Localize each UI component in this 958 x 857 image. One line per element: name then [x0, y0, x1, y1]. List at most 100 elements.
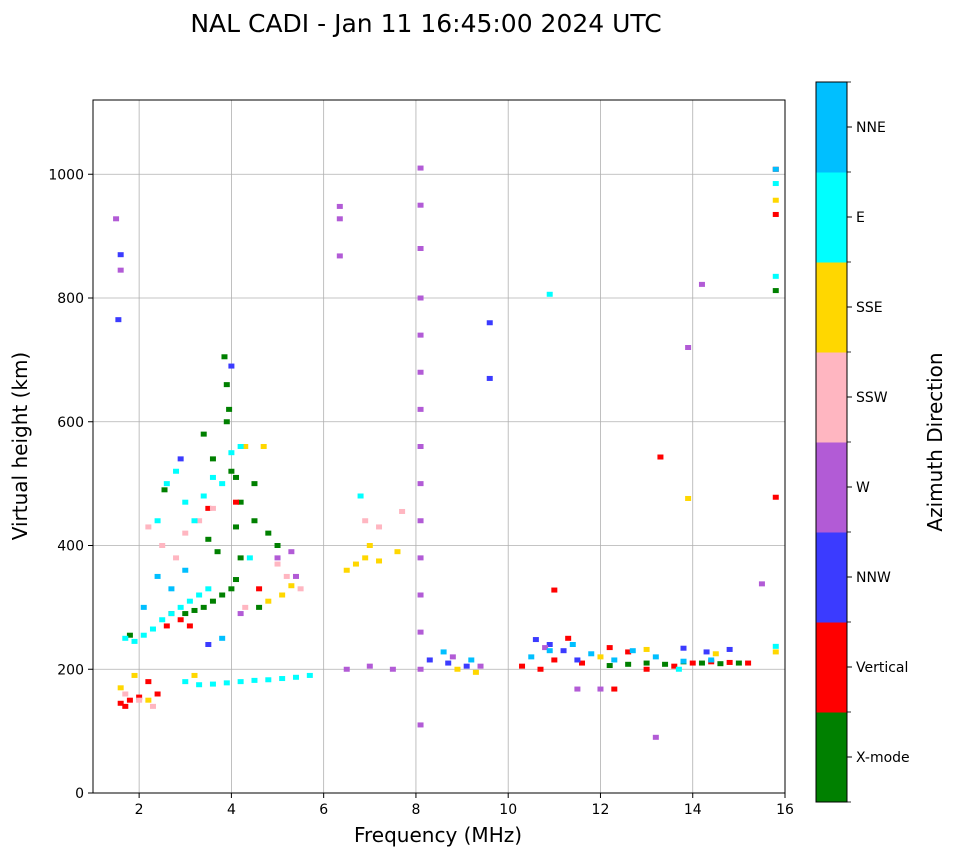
data-point-nnw: [532, 637, 539, 643]
data-point-w: [652, 734, 659, 740]
data-point-x-mode: [226, 406, 233, 412]
data-point-nne: [708, 657, 715, 663]
y-axis-label: Virtual height (km): [8, 352, 32, 541]
data-point-x-mode: [717, 661, 724, 667]
data-point-vertical: [643, 666, 650, 672]
colorbar-tick-label: W: [856, 480, 870, 496]
data-point-x-mode: [256, 604, 263, 610]
data-point-e: [772, 273, 779, 279]
data-point-nne: [140, 604, 147, 610]
colorbar-tick-label: SSE: [856, 300, 883, 316]
data-point-w: [417, 202, 424, 208]
data-point-w: [417, 406, 424, 412]
data-point-e: [292, 674, 299, 680]
chart-title: NAL CADI - Jan 11 16:45:00 2024 UTC: [190, 9, 661, 38]
colorbar-label: Azimuth Direction: [923, 352, 947, 531]
data-point-x-mode: [161, 487, 168, 493]
y-tick-label: 400: [57, 539, 84, 555]
data-point-nnw: [228, 363, 235, 369]
data-point-vertical: [117, 700, 124, 706]
data-point-w: [449, 654, 456, 660]
data-point-nne: [652, 654, 659, 660]
colorbar-segment-sse: [816, 262, 847, 353]
data-point-vertical: [772, 494, 779, 500]
data-point-x-mode: [214, 549, 221, 555]
data-point-nne: [680, 658, 687, 664]
data-point-w: [336, 216, 343, 222]
data-point-sse: [279, 592, 286, 598]
data-point-ssw: [376, 524, 383, 530]
data-point-e: [182, 679, 189, 685]
data-point-vertical: [537, 666, 544, 672]
data-point-ssw: [362, 518, 369, 524]
plot-area: [93, 100, 785, 793]
data-point-x-mode: [191, 607, 198, 613]
data-point-ssw: [145, 524, 152, 530]
data-point-w: [117, 267, 124, 273]
data-point-e: [546, 291, 553, 297]
data-point-sse: [643, 646, 650, 652]
data-point-w: [237, 611, 244, 617]
data-point-e: [163, 481, 170, 487]
data-point-sse: [265, 598, 272, 604]
data-point-nnw: [117, 252, 124, 258]
plot-frame: [92, 99, 786, 794]
data-point-nne: [528, 654, 535, 660]
data-point-e: [228, 450, 235, 456]
data-point-e: [265, 677, 272, 683]
data-point-ssw: [136, 697, 143, 703]
data-point-e: [191, 518, 198, 524]
data-point-w: [417, 481, 424, 487]
data-point-nne: [546, 648, 553, 654]
data-point-nnw: [115, 317, 122, 323]
data-point-x-mode: [228, 586, 235, 592]
data-point-vertical: [606, 645, 613, 651]
data-point-nnw: [726, 646, 733, 652]
data-point-x-mode: [237, 499, 244, 505]
data-point-w: [417, 295, 424, 301]
data-point-sse: [288, 583, 295, 589]
data-point-sse: [454, 666, 461, 672]
data-point-nnw: [680, 645, 687, 651]
data-point-nnw: [463, 663, 470, 669]
data-point-vertical: [122, 703, 129, 709]
data-point-vertical: [186, 623, 193, 629]
data-point-e: [149, 626, 156, 632]
data-point-x-mode: [182, 611, 189, 617]
data-point-w: [698, 281, 705, 287]
colorbar-segment-nnw: [816, 532, 847, 623]
data-point-e: [279, 676, 286, 682]
data-point-x-mode: [606, 663, 613, 669]
data-point-e: [209, 681, 216, 687]
colorbar-tick-label: E: [856, 210, 865, 226]
data-point-x-mode: [233, 474, 240, 480]
colorbar-tick-label: NNW: [856, 570, 891, 586]
data-point-sse: [352, 561, 359, 567]
data-point-w: [417, 332, 424, 338]
data-point-nnw: [445, 660, 452, 666]
data-point-e: [209, 474, 216, 480]
colorbar-border: [815, 81, 848, 803]
data-point-w: [288, 549, 295, 555]
data-point-e: [122, 635, 129, 641]
data-point-w: [343, 666, 350, 672]
data-point-vertical: [772, 211, 779, 217]
data-point-ssw: [149, 703, 156, 709]
data-point-w: [417, 369, 424, 375]
data-point-nnw: [205, 642, 212, 647]
data-point-nne: [219, 635, 226, 641]
data-point-x-mode: [237, 555, 244, 561]
data-point-e: [772, 643, 779, 649]
data-point-x-mode: [233, 577, 240, 583]
data-marks: [113, 165, 779, 740]
x-tick-label: 16: [776, 802, 794, 818]
data-point-sse: [712, 651, 719, 657]
data-point-vertical: [233, 499, 240, 505]
data-point-x-mode: [251, 518, 258, 524]
data-point-e: [200, 493, 207, 499]
data-point-x-mode: [223, 382, 230, 388]
data-point-ssw: [182, 530, 189, 536]
data-point-e: [237, 444, 244, 449]
data-point-x-mode: [662, 661, 669, 667]
data-point-w: [389, 666, 396, 672]
